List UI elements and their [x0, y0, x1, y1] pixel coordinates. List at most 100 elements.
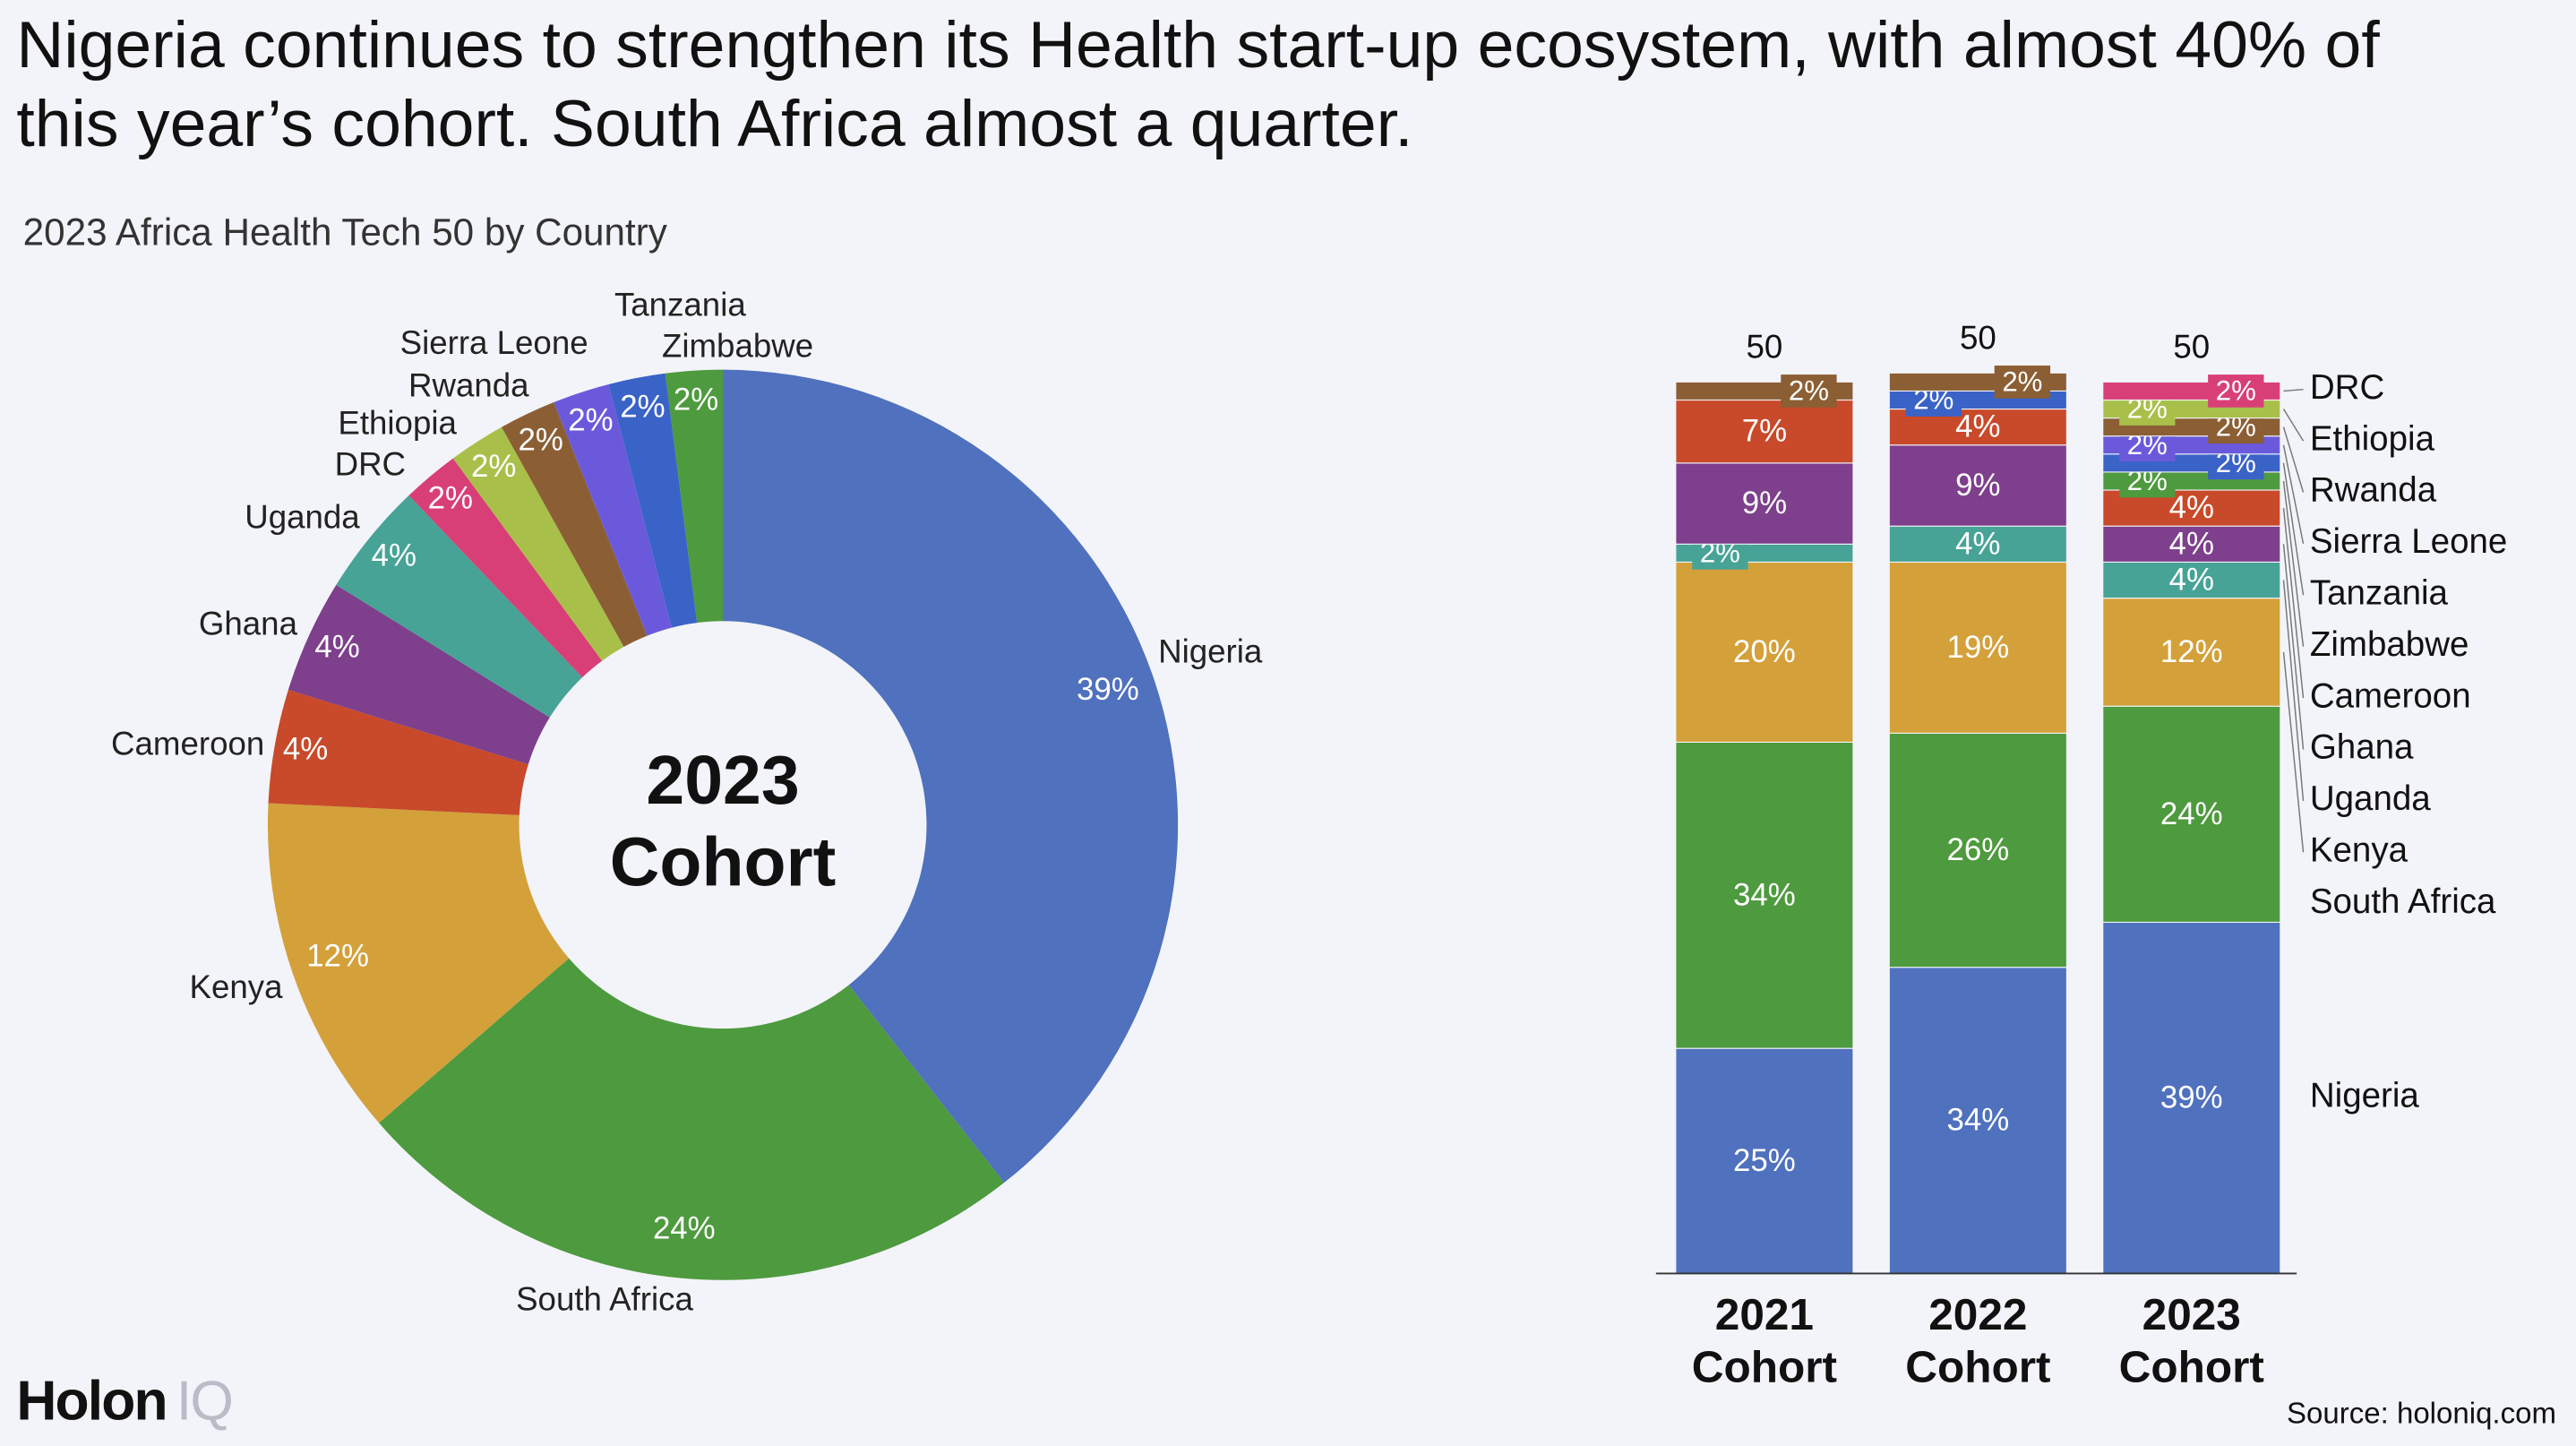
- slice-name-label: Ethiopia: [338, 405, 457, 442]
- bar-segment: [1675, 561, 1854, 743]
- legend-label: Kenya: [2310, 831, 2409, 870]
- legend-leader: [2282, 651, 2305, 853]
- legend-leader: [2282, 462, 2305, 596]
- slice-name-label: Sierra Leone: [400, 324, 588, 361]
- donut-slice: [288, 584, 550, 765]
- bar-value-label: 4%: [1955, 409, 2000, 444]
- slice-value-label: 2%: [518, 423, 562, 458]
- legend-leader: [2282, 544, 2305, 750]
- brand-name: Holon: [16, 1370, 167, 1433]
- donut-slice: [723, 369, 1179, 1183]
- slice-value-label: 4%: [283, 732, 328, 767]
- slice-name-label: Rwanda: [408, 367, 529, 404]
- legend-label: Uganda: [2310, 779, 2431, 818]
- bar-segment: [1888, 561, 2067, 734]
- donut-center-label: 2023 Cohort: [609, 741, 837, 901]
- slice-name-label: Cameroon: [111, 725, 264, 762]
- slice-name-label: South Africa: [516, 1280, 693, 1317]
- source: Source: holoniq.com: [2287, 1396, 2556, 1430]
- slice-value-label: 4%: [314, 629, 359, 664]
- bar-segment: [1888, 525, 2067, 563]
- bar-segment: [1675, 399, 1854, 464]
- bar-value-label: 4%: [2169, 563, 2214, 598]
- bar-segment: [1888, 732, 2067, 968]
- donut-slice: [502, 402, 648, 647]
- slice-name-label: Tanzania: [614, 287, 746, 323]
- bar-value-label: 24%: [2160, 796, 2223, 831]
- slice-value-label: 12%: [306, 939, 369, 974]
- bar-value-label: 39%: [2160, 1080, 2223, 1115]
- slice-name-label: Zimbabwe: [662, 328, 813, 365]
- value-label-box: [2208, 374, 2264, 408]
- donut-slice: [554, 383, 672, 636]
- bar-value-label: 20%: [1733, 634, 1796, 669]
- slice-name-label: Kenya: [189, 968, 283, 1005]
- bar-value-label: 26%: [1946, 832, 2009, 867]
- bar-total-label: 50: [2173, 328, 2210, 365]
- bar-segment: [1675, 1047, 1854, 1274]
- value-label-box: [1781, 374, 1837, 408]
- donut-slice: [267, 803, 570, 1123]
- slice-value-label: 2%: [620, 389, 665, 424]
- donut-slice: [408, 458, 603, 678]
- bar-segment: [2102, 525, 2281, 563]
- bar-segment: [2102, 921, 2281, 1274]
- donut-slice: [452, 426, 624, 661]
- bar-segment: [2102, 561, 2281, 599]
- legend-label: DRC: [2310, 368, 2384, 407]
- bar-segment: [1675, 741, 1854, 1049]
- bar-value-label: 34%: [1946, 1103, 2009, 1138]
- bar-value-label: 2%: [2002, 366, 2042, 397]
- legend-leader: [2282, 580, 2305, 802]
- category-label: 2021 Cohort: [1691, 1289, 1838, 1393]
- slice-name-label: Uganda: [245, 498, 360, 535]
- bar-value-label: 9%: [1742, 486, 1787, 521]
- value-label-box: [1994, 366, 2051, 399]
- bar-segment: [1888, 444, 2067, 527]
- bar-value-label: 2%: [1789, 375, 1829, 407]
- legend-label: Ghana: [2310, 728, 2414, 767]
- bar-value-label: 25%: [1733, 1143, 1796, 1178]
- bar-value-label: 7%: [1742, 414, 1787, 449]
- bar-segment: [1888, 967, 2067, 1274]
- legend-leader: [2282, 409, 2305, 442]
- brand: Holon IQ: [16, 1370, 234, 1435]
- legend-label: Ethiopia: [2310, 419, 2435, 458]
- bar-segment: [2102, 705, 2281, 923]
- bar-total-label: 50: [1960, 319, 1996, 356]
- bar-total-label: 50: [1747, 328, 1783, 365]
- brand-suffix: IQ: [176, 1370, 234, 1433]
- donut-slice: [608, 373, 698, 628]
- legend-leader: [2283, 388, 2304, 392]
- title: Nigeria continues to strengthen its Heal…: [16, 10, 2380, 161]
- bar-value-label: 19%: [1946, 630, 2009, 665]
- slice-value-label: 2%: [568, 402, 613, 437]
- slice-value-label: 2%: [471, 449, 516, 484]
- slice-value-label: 39%: [1077, 672, 1139, 707]
- bar-value-label: 4%: [2169, 490, 2214, 525]
- legend-label: Tanzania: [2310, 573, 2449, 612]
- bar-value-label: 4%: [2169, 526, 2214, 561]
- subtitle: 2023 Africa Health Tech 50 by Country: [22, 210, 667, 254]
- donut-slice: [336, 495, 583, 718]
- bar-value-label: 9%: [1955, 468, 2000, 503]
- legend-leader: [2282, 444, 2305, 545]
- category-label: 2022 Cohort: [1905, 1289, 2051, 1393]
- donut-slice: [665, 369, 724, 624]
- donut-slice: [379, 958, 1005, 1280]
- legend-leader: [2282, 426, 2305, 493]
- bar-value-label: 4%: [1955, 526, 2000, 561]
- legend-leader: [2282, 480, 2305, 647]
- legend-label: Sierra Leone: [2310, 522, 2507, 561]
- slice-name-label: DRC: [335, 446, 406, 483]
- legend-leader: [2282, 508, 2305, 699]
- legend-label: Rwanda: [2310, 471, 2437, 510]
- bar-segment: [2102, 598, 2281, 707]
- slice-value-label: 2%: [674, 383, 718, 417]
- bar-segment: [1675, 462, 1854, 545]
- bar-value-label: 34%: [1733, 877, 1796, 912]
- slice-value-label: 4%: [372, 538, 416, 573]
- legend-label: Cameroon: [2310, 676, 2471, 715]
- legend-label: Zimbabwe: [2310, 625, 2469, 664]
